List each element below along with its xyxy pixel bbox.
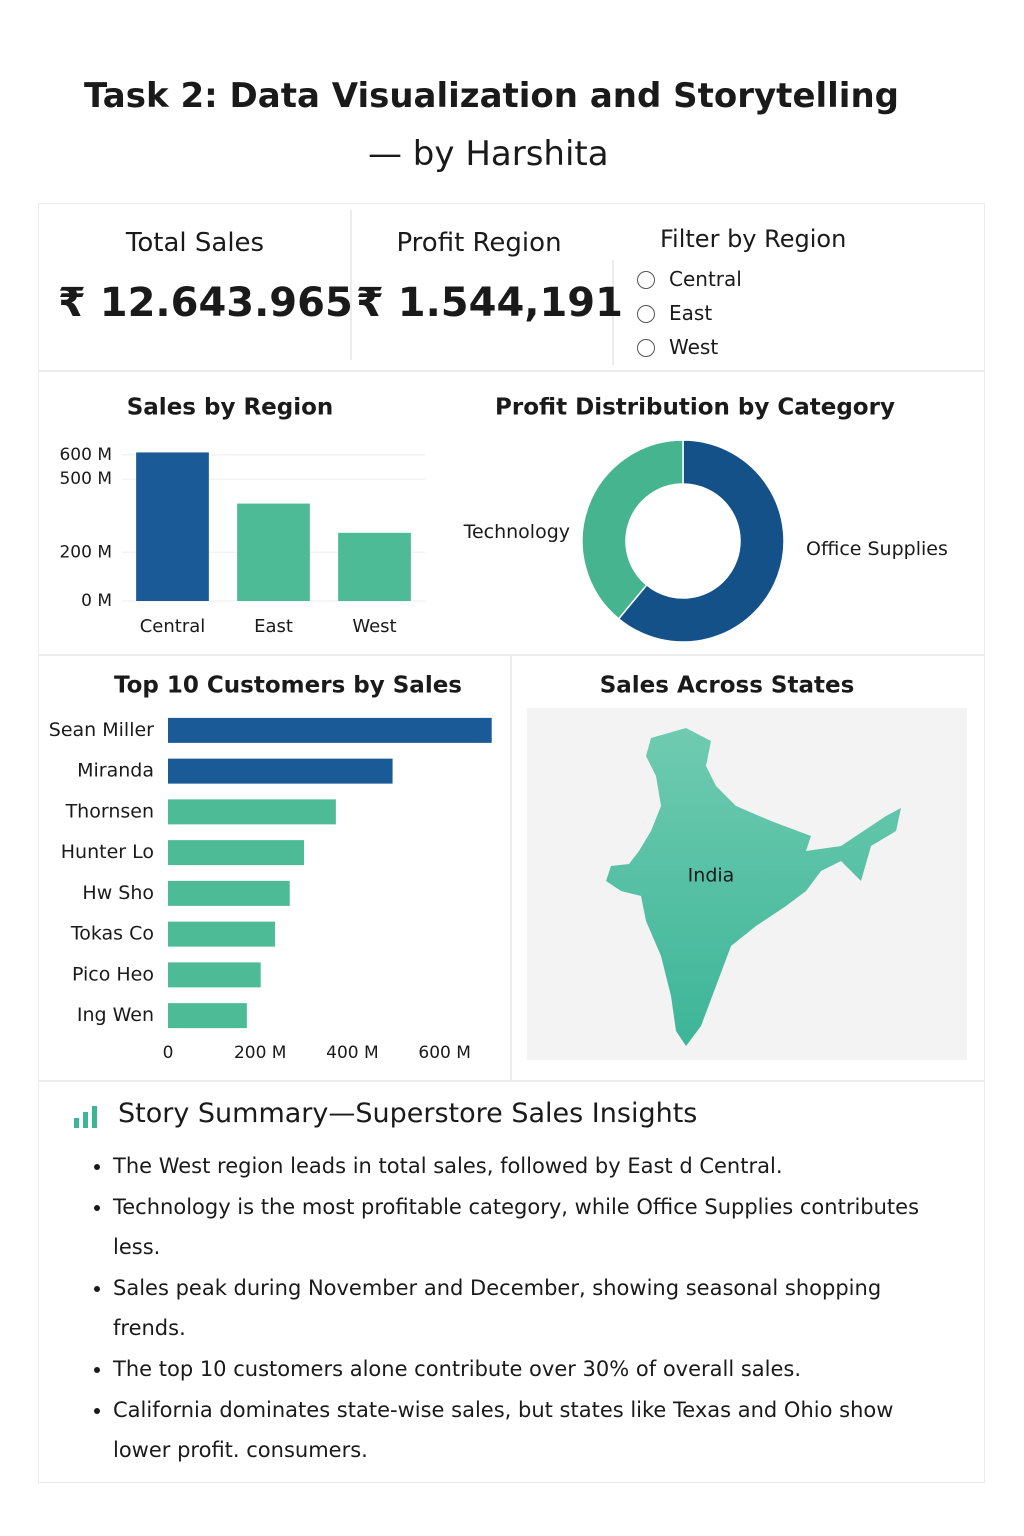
donut-slice (581, 439, 684, 620)
x-tick-label: East (254, 616, 293, 637)
bar (237, 503, 310, 601)
bar (168, 1003, 247, 1029)
story-item: The West region leads in total sales, fo… (113, 1146, 935, 1186)
bar (168, 880, 290, 906)
y-tick-label: Hunter Lo (61, 841, 154, 863)
story-title: Story Summary—Superstore Sales Insights (118, 1098, 698, 1129)
x-tick-label: 0 (163, 1043, 174, 1063)
x-tick-label: West (352, 616, 396, 637)
y-tick-label: Tokas Co (70, 923, 154, 945)
divider (350, 210, 352, 360)
y-tick-label: Ing Wen (77, 1004, 154, 1026)
bar (338, 532, 411, 601)
story-icon (74, 1106, 97, 1128)
dashboard-frame (38, 203, 985, 1483)
x-tick-label: 400 M (326, 1043, 379, 1063)
x-tick-label: 200 M (234, 1043, 287, 1063)
kpi-label: Total Sales (125, 228, 265, 258)
filter-title: Filter by Region (660, 225, 847, 253)
kpi-value: ₹ 1.544,191 (356, 280, 623, 326)
chart-title: Sales Across States (600, 673, 855, 699)
bar (136, 452, 209, 601)
radio-label[interactable]: West (669, 335, 719, 359)
y-tick-label: Miranda (77, 760, 154, 782)
kpi-label: Profit Region (396, 228, 562, 258)
radio-button[interactable] (637, 305, 655, 323)
story-item: Sales peak during November and December,… (113, 1268, 935, 1348)
x-tick-label: Central (140, 616, 206, 637)
story-item: The top 10 customers alone contribute ov… (113, 1349, 935, 1389)
divider (38, 1080, 985, 1082)
country-shape[interactable] (606, 728, 901, 1046)
bar (168, 758, 393, 784)
bar (168, 840, 305, 866)
radio-button[interactable] (637, 271, 655, 289)
page-subtitle: — by Harshita (368, 134, 609, 174)
donut-slice (617, 439, 785, 643)
kpi-value: ₹ 12.643.965 (58, 280, 353, 326)
radio-label[interactable]: East (669, 301, 713, 325)
bar (168, 921, 275, 947)
donut-chart: Profit Distribution by Category Office Su… (463, 395, 948, 643)
y-tick-label: 0 M (81, 591, 112, 611)
bar (168, 799, 336, 825)
radio-button[interactable] (637, 339, 655, 357)
story-list: The West region leads in total sales, fo… (85, 1146, 935, 1471)
divider (38, 370, 985, 372)
y-tick-label: 600 M (59, 445, 112, 465)
radio-label[interactable]: Central (669, 267, 742, 291)
slice-label: Technology (463, 521, 570, 543)
y-tick-label: 200 M (59, 542, 112, 562)
y-tick-label: Hw Sho (82, 882, 154, 904)
bar-chart: Sales by Region 600 M 500 M 200 M 0 M Central… (59, 395, 425, 637)
divider (510, 655, 512, 1080)
map-label: India (688, 865, 735, 887)
story-item: Technology is the most profitable catego… (113, 1187, 935, 1267)
page-title: Task 2: Data Visualization and Storytell… (84, 76, 900, 116)
bar (168, 962, 261, 988)
map-chart: Sales Across States India (527, 673, 967, 1060)
hbar-chart: Top 10 Customers by Sales Sean Miller Mira… (49, 673, 492, 1063)
y-tick-label: 500 M (59, 469, 112, 489)
chart-title: Top 10 Customers by Sales (114, 673, 462, 699)
y-tick-label: Thornsen (65, 800, 154, 822)
divider (612, 260, 614, 365)
y-tick-label: Sean Miller (49, 719, 154, 741)
x-tick-label: 600 M (418, 1043, 471, 1063)
bar (168, 717, 492, 743)
story-item: California dominates state-wise sales, b… (113, 1390, 935, 1470)
chart-title: Sales by Region (127, 395, 334, 421)
slice-label: Office Supplies (806, 538, 948, 560)
chart-title: Profit Distribution by Category (495, 395, 895, 421)
y-tick-label: Pico Heo (72, 963, 154, 985)
